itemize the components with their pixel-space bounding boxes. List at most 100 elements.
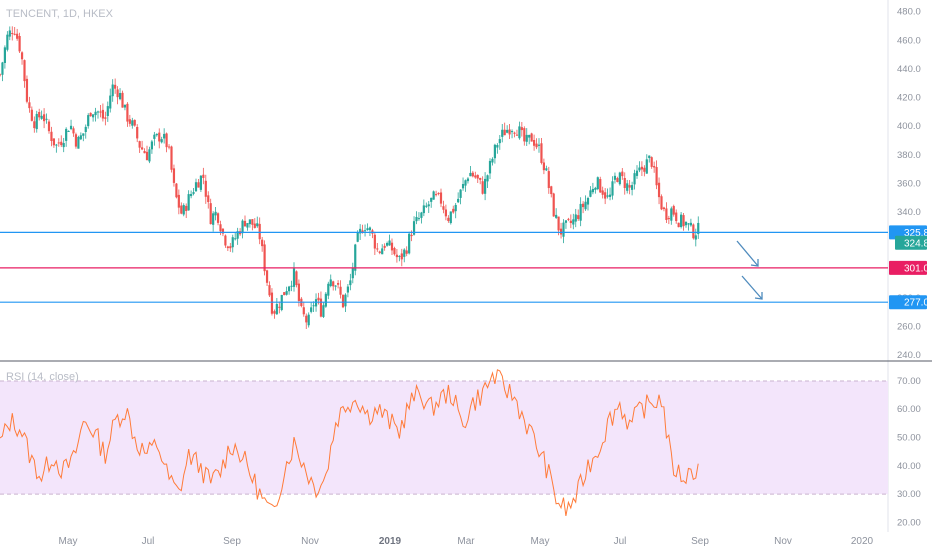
candle[interactable] xyxy=(439,188,443,208)
candle[interactable] xyxy=(62,137,65,153)
candle[interactable] xyxy=(655,160,658,190)
candle[interactable] xyxy=(390,238,394,256)
candle[interactable] xyxy=(562,219,565,244)
candle[interactable] xyxy=(687,222,690,231)
candle[interactable] xyxy=(109,88,112,113)
candle[interactable] xyxy=(552,192,555,217)
candle[interactable] xyxy=(312,301,315,313)
candle[interactable] xyxy=(74,132,78,149)
candle[interactable] xyxy=(454,202,457,219)
candle[interactable] xyxy=(290,280,293,292)
candle[interactable] xyxy=(648,155,651,163)
candle[interactable] xyxy=(111,79,114,102)
candle[interactable] xyxy=(82,133,85,142)
candle[interactable] xyxy=(596,176,599,191)
candle[interactable] xyxy=(185,203,188,219)
candle[interactable] xyxy=(248,219,251,228)
candle[interactable] xyxy=(432,190,435,200)
candle[interactable] xyxy=(214,206,217,221)
candle[interactable] xyxy=(503,122,506,136)
candle[interactable] xyxy=(491,157,494,166)
candle[interactable] xyxy=(126,102,129,127)
candle[interactable] xyxy=(354,243,357,276)
candle[interactable] xyxy=(295,270,298,288)
candle[interactable] xyxy=(506,125,509,134)
candle[interactable] xyxy=(508,123,511,139)
candle[interactable] xyxy=(650,156,653,169)
candle[interactable] xyxy=(138,140,141,153)
candle[interactable] xyxy=(515,129,519,136)
candle[interactable] xyxy=(241,219,244,239)
candle[interactable] xyxy=(337,280,340,289)
arrow-annotation[interactable] xyxy=(741,275,763,300)
candle[interactable] xyxy=(680,211,683,229)
candle[interactable] xyxy=(148,146,151,164)
candle[interactable] xyxy=(435,190,438,197)
candle[interactable] xyxy=(204,174,207,204)
candle[interactable] xyxy=(533,134,536,151)
candle[interactable] xyxy=(43,108,46,129)
candle[interactable] xyxy=(523,126,526,146)
candlestick-series[interactable] xyxy=(0,26,700,329)
candle[interactable] xyxy=(537,138,541,153)
candle[interactable] xyxy=(395,249,398,263)
candle[interactable] xyxy=(449,211,452,225)
candle[interactable] xyxy=(420,211,423,224)
candle[interactable] xyxy=(469,166,472,177)
candle[interactable] xyxy=(437,192,440,196)
candle[interactable] xyxy=(417,212,421,221)
candle[interactable] xyxy=(192,188,195,196)
candle[interactable] xyxy=(8,26,11,41)
candle[interactable] xyxy=(613,172,617,184)
candle[interactable] xyxy=(559,222,563,239)
candle[interactable] xyxy=(427,200,430,213)
candle[interactable] xyxy=(197,178,200,188)
candle[interactable] xyxy=(143,148,146,154)
candle[interactable] xyxy=(616,176,619,183)
candle[interactable] xyxy=(128,114,131,127)
candle[interactable] xyxy=(13,27,16,36)
candle[interactable] xyxy=(87,113,90,129)
candle[interactable] xyxy=(324,292,327,308)
candle[interactable] xyxy=(153,131,156,146)
candle[interactable] xyxy=(618,171,621,186)
candle[interactable] xyxy=(631,181,634,196)
candle[interactable] xyxy=(194,178,198,192)
candle[interactable] xyxy=(187,190,190,211)
candle[interactable] xyxy=(591,182,594,195)
candle[interactable] xyxy=(288,285,291,295)
candle[interactable] xyxy=(403,248,406,263)
candle[interactable] xyxy=(57,138,60,147)
candle[interactable] xyxy=(273,309,276,319)
candle[interactable] xyxy=(682,212,685,231)
candle[interactable] xyxy=(94,107,97,122)
candle[interactable] xyxy=(307,312,310,328)
candle[interactable] xyxy=(520,121,523,137)
candle[interactable] xyxy=(589,186,592,198)
candle[interactable] xyxy=(694,228,697,247)
candle[interactable] xyxy=(577,209,580,221)
candle[interactable] xyxy=(160,136,163,144)
candle[interactable] xyxy=(114,78,117,94)
candle[interactable] xyxy=(50,126,53,147)
candle[interactable] xyxy=(692,223,695,240)
candle[interactable] xyxy=(645,154,648,174)
candle[interactable] xyxy=(67,130,70,132)
candle[interactable] xyxy=(346,284,349,298)
candle[interactable] xyxy=(20,51,24,65)
candle[interactable] xyxy=(498,135,501,150)
candle[interactable] xyxy=(684,221,688,228)
candle[interactable] xyxy=(104,111,107,126)
candle[interactable] xyxy=(69,119,73,131)
candle[interactable] xyxy=(393,246,396,256)
candle[interactable] xyxy=(89,112,92,117)
candle[interactable] xyxy=(378,250,381,255)
candle[interactable] xyxy=(444,204,447,221)
candle[interactable] xyxy=(464,179,467,192)
candle[interactable] xyxy=(234,232,237,241)
candle[interactable] xyxy=(212,211,215,232)
candle[interactable] xyxy=(525,128,528,146)
rsi-series-line[interactable] xyxy=(0,369,699,516)
candle[interactable] xyxy=(339,280,342,299)
candle[interactable] xyxy=(408,231,411,255)
